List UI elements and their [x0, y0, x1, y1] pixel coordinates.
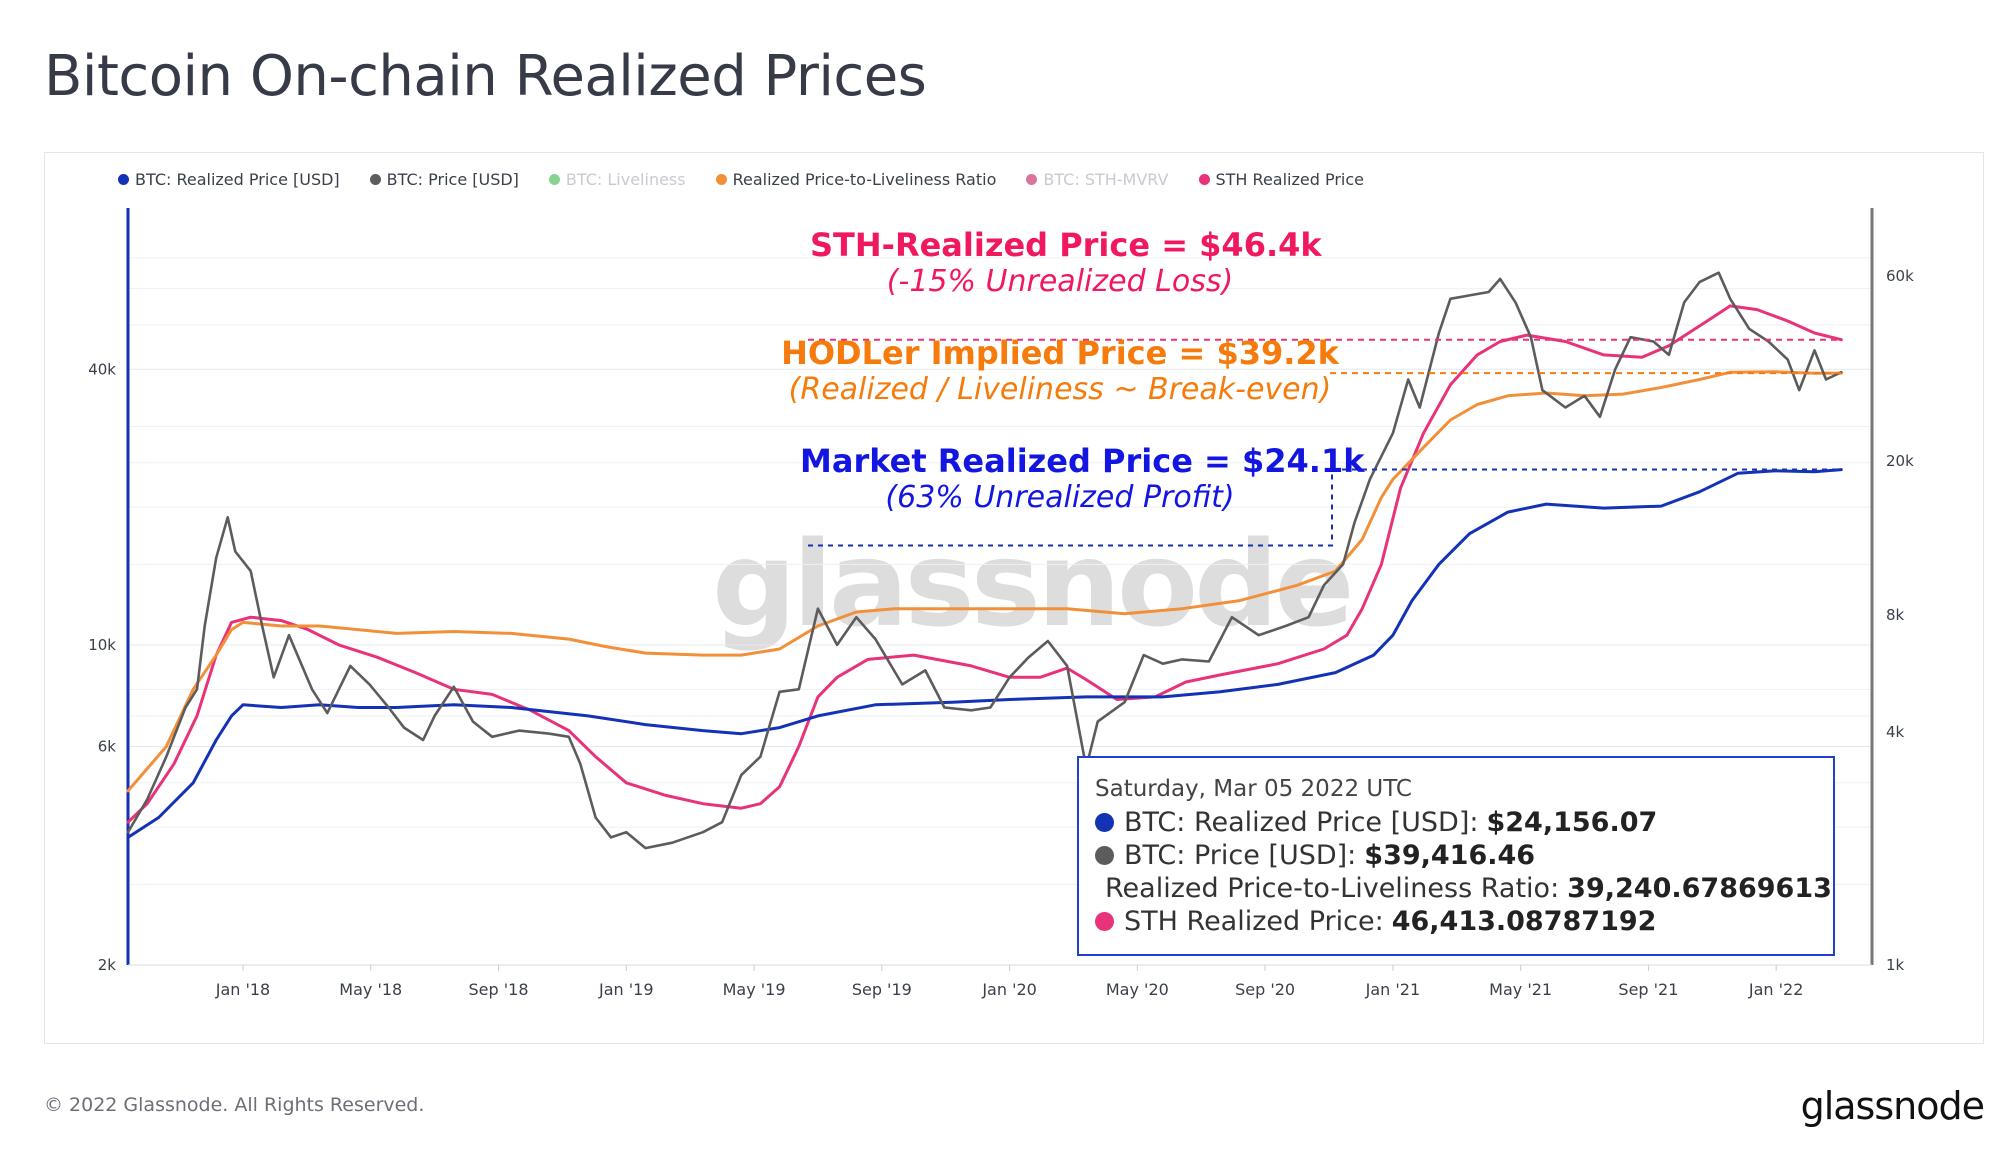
x-tick-label: Sep '19 — [852, 980, 912, 999]
legend-dot — [548, 174, 560, 185]
legend-item[interactable]: Realized Price-to-Liveliness Ratio — [715, 170, 997, 189]
market-annotation-title: Market Realized Price = $24.1k — [800, 442, 1365, 480]
legend-dot — [1198, 174, 1210, 185]
sth-annotation-subtitle: (-15% Unrealized Loss) — [886, 264, 1234, 299]
legend-label: BTC: Realized Price [USD] — [135, 170, 340, 189]
tooltip-row: BTC: Price [USD]: $39,416.46 — [1095, 839, 1817, 872]
legend: BTC: Realized Price [USD] BTC: Price [USD… — [118, 170, 1364, 189]
x-tick-label: Sep '21 — [1618, 980, 1678, 999]
right-tick-label: 20k — [1886, 452, 1914, 470]
x-tick-label: May '18 — [339, 980, 402, 999]
x-tick-label: Jan '18 — [215, 980, 271, 999]
series-line-btc-realized-price-usd — [126, 468, 1843, 839]
tooltip-dot — [1095, 813, 1114, 832]
legend-item[interactable]: BTC: STH-MVRV — [1026, 170, 1169, 189]
tooltip-value: 39,240.67869613 — [1567, 873, 1832, 904]
x-tick-label: Jan '20 — [981, 980, 1037, 999]
tooltip-label: BTC: Price [USD]: — [1124, 840, 1357, 871]
tooltip-row: Realized Price-to-Liveliness Ratio: 39,2… — [1095, 872, 1832, 905]
right-tick-label: 1k — [1886, 956, 1905, 974]
legend-item[interactable]: BTC: Price [USD] — [369, 170, 519, 189]
hodler-annotation-title: HODLer Implied Price = $39.2k — [781, 334, 1339, 372]
hodler-annotation: HODLer Implied Price = $39.2k (Realized … — [770, 334, 1350, 407]
hodler-annotation-subtitle: (Realized / Liveliness ~ Break-even) — [788, 372, 1332, 407]
tooltip-dot — [1095, 912, 1114, 931]
sth-annotation-title: STH-Realized Price = $46.4k — [810, 226, 1322, 264]
right-tick-label: 60k — [1886, 267, 1914, 285]
x-tick-label: May '21 — [1489, 980, 1552, 999]
series-line-realized-price-to-liveliness-ratio — [126, 370, 1843, 793]
tooltip-row: STH Realized Price: 46,413.08787192 — [1095, 905, 1817, 938]
legend-label: Realized Price-to-Liveliness Ratio — [732, 170, 997, 189]
x-tick-label: May '19 — [723, 980, 786, 999]
tooltip-dot — [1095, 846, 1114, 865]
sth-annotation: STH-Realized Price = $46.4k (-15% Unreal… — [810, 226, 1322, 299]
brand-logo: glassnode — [1800, 1084, 1985, 1128]
x-tick-label: Jan '19 — [598, 980, 654, 999]
left-tick-label: 2k — [98, 956, 117, 974]
legend-dot — [369, 174, 381, 185]
x-tick-label: Jan '22 — [1748, 980, 1804, 999]
chart-frame — [44, 152, 1984, 1044]
legend-dot — [118, 174, 129, 185]
x-tick-label: Jan '21 — [1365, 980, 1421, 999]
tooltip-label: STH Realized Price: — [1124, 906, 1384, 937]
tooltip-value: $24,156.07 — [1486, 807, 1658, 838]
tooltip: Saturday, Mar 05 2022 UTC BTC: Realized … — [1077, 756, 1835, 956]
right-tick-label: 4k — [1886, 723, 1905, 741]
page-title: Bitcoin On-chain Realized Prices — [44, 44, 927, 109]
tooltip-label: BTC: Realized Price [USD]: — [1124, 807, 1479, 838]
legend-dot — [715, 174, 727, 185]
tooltip-date: Saturday, Mar 05 2022 UTC — [1095, 776, 1412, 802]
x-tick-label: Sep '18 — [469, 980, 529, 999]
legend-label: STH Realized Price — [1215, 170, 1365, 189]
left-tick-label: 40k — [88, 360, 116, 378]
tooltip-value: $39,416.46 — [1364, 840, 1536, 871]
x-tick-label: Sep '20 — [1235, 980, 1295, 999]
copyright: © 2022 Glassnode. All Rights Reserved. — [44, 1094, 425, 1116]
legend-label: BTC: Price [USD] — [386, 170, 519, 189]
legend-item[interactable]: BTC: Realized Price [USD] — [118, 170, 340, 189]
series-line-sth-realized-price — [126, 304, 1843, 824]
series-line-btc-price-usd — [126, 271, 1843, 850]
right-tick-label: 8k — [1886, 606, 1905, 624]
market-annotation: Market Realized Price = $24.1k (63% Unre… — [800, 442, 1365, 515]
market-annotation-subtitle: (63% Unrealized Profit) — [885, 480, 1235, 515]
legend-item[interactable]: STH Realized Price — [1198, 170, 1365, 189]
tooltip-row: BTC: Realized Price [USD]: $24,156.07 — [1095, 806, 1817, 839]
legend-item[interactable]: BTC: Liveliness — [548, 170, 686, 189]
left-tick-label: 6k — [98, 738, 117, 756]
legend-label: BTC: Liveliness — [565, 170, 686, 189]
left-tick-label: 10k — [88, 636, 116, 654]
legend-label: BTC: STH-MVRV — [1043, 170, 1169, 189]
watermark: glassnode — [712, 515, 1355, 653]
tooltip-label: Realized Price-to-Liveliness Ratio: — [1105, 873, 1560, 904]
legend-dot — [1026, 174, 1038, 185]
tooltip-value: 46,413.08787192 — [1391, 906, 1657, 937]
market-line — [808, 468, 1842, 547]
x-tick-label: May '20 — [1106, 980, 1169, 999]
